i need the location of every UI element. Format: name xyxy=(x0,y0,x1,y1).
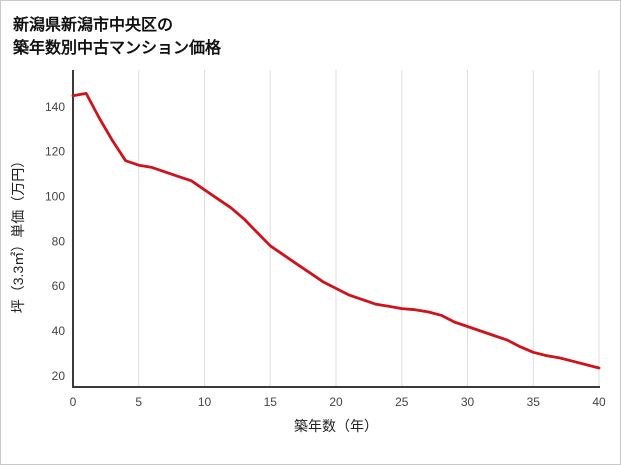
y-tick-label-60: 60 xyxy=(52,280,66,294)
x-tick-label-5: 5 xyxy=(135,395,142,409)
x-tick-label-20: 20 xyxy=(329,395,343,409)
y-tick-label-20: 20 xyxy=(52,369,66,383)
y-tick-label-140: 140 xyxy=(45,100,65,114)
x-tick-label-25: 25 xyxy=(395,395,409,409)
price-line xyxy=(71,92,601,370)
x-axis-title: 築年数（年） xyxy=(294,418,378,434)
x-tick-label-10: 10 xyxy=(198,395,212,409)
x-tick-label-30: 30 xyxy=(461,395,475,409)
x-tick-label-15: 15 xyxy=(264,395,278,409)
x-tick-label-0: 0 xyxy=(70,395,77,409)
y-tick-label-80: 80 xyxy=(52,235,66,249)
y-tick-label-40: 40 xyxy=(52,324,66,338)
chart-svg: 0 5 10 15 20 25 30 35 40 20 40 60 80 100 120 140 築年数（年） 坪… xyxy=(10,70,606,434)
chart-area: 0 5 10 15 20 25 30 35 40 20 40 60 80 100 120 140 築年数（年） 坪… xyxy=(1,60,620,455)
y-tick-label-120: 120 xyxy=(45,145,65,159)
chart-title: 新潟県新潟市中央区の 築年数別中古マンション価格 xyxy=(1,1,620,60)
y-axis-title: 坪（3.3㎡）単価（万円） xyxy=(10,154,26,313)
y-tick-label-100: 100 xyxy=(45,190,65,204)
chart-title-line-1: 新潟県新潟市中央区の xyxy=(13,17,174,34)
x-tick-label-35: 35 xyxy=(527,395,541,409)
chart-title-line-2: 築年数別中古マンション価格 xyxy=(13,40,222,58)
x-tick-label-40: 40 xyxy=(592,395,606,409)
